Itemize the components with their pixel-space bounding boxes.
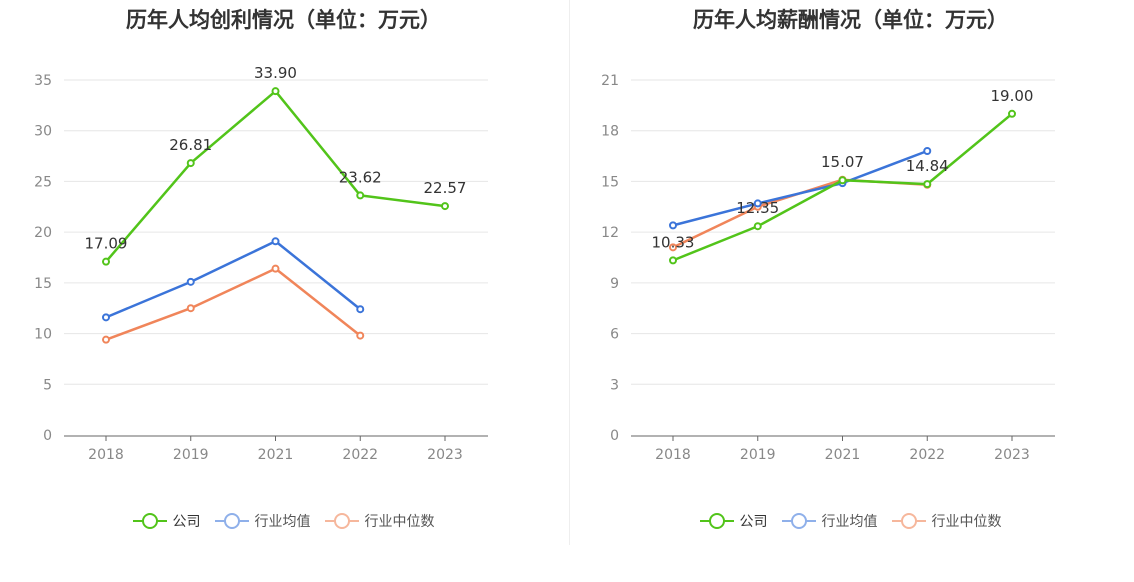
legend-line-circle-icon [781, 513, 816, 529]
data-point [271, 87, 280, 96]
data-point [356, 305, 365, 314]
data-point [441, 202, 449, 211]
data-point [102, 257, 110, 266]
data-label: 22.57 [424, 179, 467, 197]
y-tick-label: 0 [43, 428, 52, 444]
data-label: 26.81 [169, 136, 212, 154]
chart-legend: 公司 行业均值 行业中位数 [0, 511, 567, 531]
data-point [186, 277, 195, 286]
data-point [102, 335, 110, 344]
data-point [669, 243, 677, 252]
legend-item-company[interactable]: 公司 [699, 511, 768, 531]
legend-item-company[interactable]: 公司 [132, 511, 201, 531]
x-tick-label: 2022 [342, 447, 378, 463]
data-point [669, 256, 677, 265]
data-point [1008, 109, 1016, 118]
x-tick-label: 2021 [825, 447, 861, 463]
y-tick-label: 6 [610, 327, 619, 343]
legend-line-circle-icon [891, 513, 926, 529]
x-tick-label: 2021 [258, 447, 294, 463]
salary-chart-panel: 历年人均薪酬情况（单位：万元） 0 3 6 9 12 15 18 21 2018 2019 2021… [567, 0, 1134, 582]
data-label: 17.09 [85, 235, 128, 253]
legend-item-industry-median[interactable]: 行业中位数 [324, 511, 435, 531]
data-point [753, 222, 762, 231]
data-label: 19.00 [991, 87, 1034, 105]
legend-item-industry-avg[interactable]: 行业均值 [781, 511, 878, 531]
y-tick-label: 9 [610, 276, 619, 292]
series-line [105, 89, 446, 263]
legend-line-circle-icon [132, 513, 167, 529]
y-tick-label: 15 [34, 276, 52, 292]
data-label: 12.35 [736, 199, 779, 217]
salary-line-chart: 0 3 6 9 12 15 18 21 2018 2019 2021 2022 2023 10.33 12.… [601, 73, 1055, 463]
series-line [672, 178, 928, 249]
y-tick-label: 12 [601, 225, 619, 241]
data-label: 15.07 [821, 153, 864, 171]
y-tick-label: 35 [34, 73, 52, 89]
data-label: 33.90 [254, 64, 297, 82]
series-line [105, 240, 362, 319]
data-point [186, 159, 195, 168]
x-tick-label: 2023 [427, 447, 463, 463]
series-line [672, 149, 928, 227]
x-tick-label: 2019 [173, 447, 209, 463]
legend-line-circle-icon [699, 513, 734, 529]
legend-label: 行业中位数 [364, 514, 435, 530]
legend-label: 行业均值 [254, 514, 311, 530]
chart-title: 历年人均薪酬情况（单位：万元） [693, 8, 1008, 32]
x-tick-label: 2018 [88, 447, 124, 463]
data-point [102, 313, 110, 322]
data-point [271, 237, 280, 246]
data-label: 10.33 [652, 233, 695, 251]
data-point [923, 180, 932, 189]
profit-chart-panel: 历年人均创利情况（单位：万元） 0 5 10 15 20 25 30 35 2018 2019 20… [0, 8, 567, 531]
data-point [356, 191, 365, 200]
chart-title: 历年人均创利情况（单位：万元） [126, 8, 441, 32]
x-tick-label: 2022 [909, 447, 945, 463]
profit-line-chart: 0 5 10 15 20 25 30 35 2018 2019 2021 2022 2023 17.09 2… [34, 64, 488, 463]
legend-line-circle-icon [214, 513, 249, 529]
data-point [186, 304, 195, 313]
chart-legend: 公司 行业均值 行业中位数 [567, 511, 1134, 531]
x-tick-label: 2018 [655, 447, 691, 463]
data-point [669, 221, 677, 230]
y-tick-label: 3 [610, 377, 619, 393]
data-point [923, 147, 932, 155]
y-tick-label: 30 [34, 124, 52, 140]
data-label: 23.62 [339, 168, 382, 186]
legend-item-industry-avg[interactable]: 行业均值 [214, 511, 311, 531]
y-tick-label: 0 [610, 428, 619, 444]
x-tick-label: 2019 [740, 447, 776, 463]
data-label: 14.84 [906, 157, 949, 175]
legend-item-industry-median[interactable]: 行业中位数 [891, 511, 1002, 531]
y-tick-label: 20 [34, 225, 52, 241]
data-point [271, 264, 280, 273]
y-tick-label: 10 [34, 327, 52, 343]
data-point [753, 199, 762, 208]
panel-divider [569, 0, 570, 545]
y-tick-label: 18 [601, 124, 619, 140]
y-tick-label: 5 [43, 377, 52, 393]
legend-label: 行业中位数 [931, 514, 1002, 530]
legend-label: 行业均值 [821, 514, 878, 530]
y-tick-label: 21 [601, 73, 619, 89]
x-tick-label: 2023 [994, 447, 1030, 463]
legend-line-circle-icon [324, 513, 359, 529]
legend-label: 公司 [739, 514, 768, 530]
data-point [356, 331, 365, 340]
y-tick-label: 15 [601, 174, 619, 190]
y-tick-label: 25 [34, 174, 52, 190]
series-line [105, 267, 362, 341]
legend-label: 公司 [172, 514, 201, 530]
data-point [838, 176, 847, 185]
